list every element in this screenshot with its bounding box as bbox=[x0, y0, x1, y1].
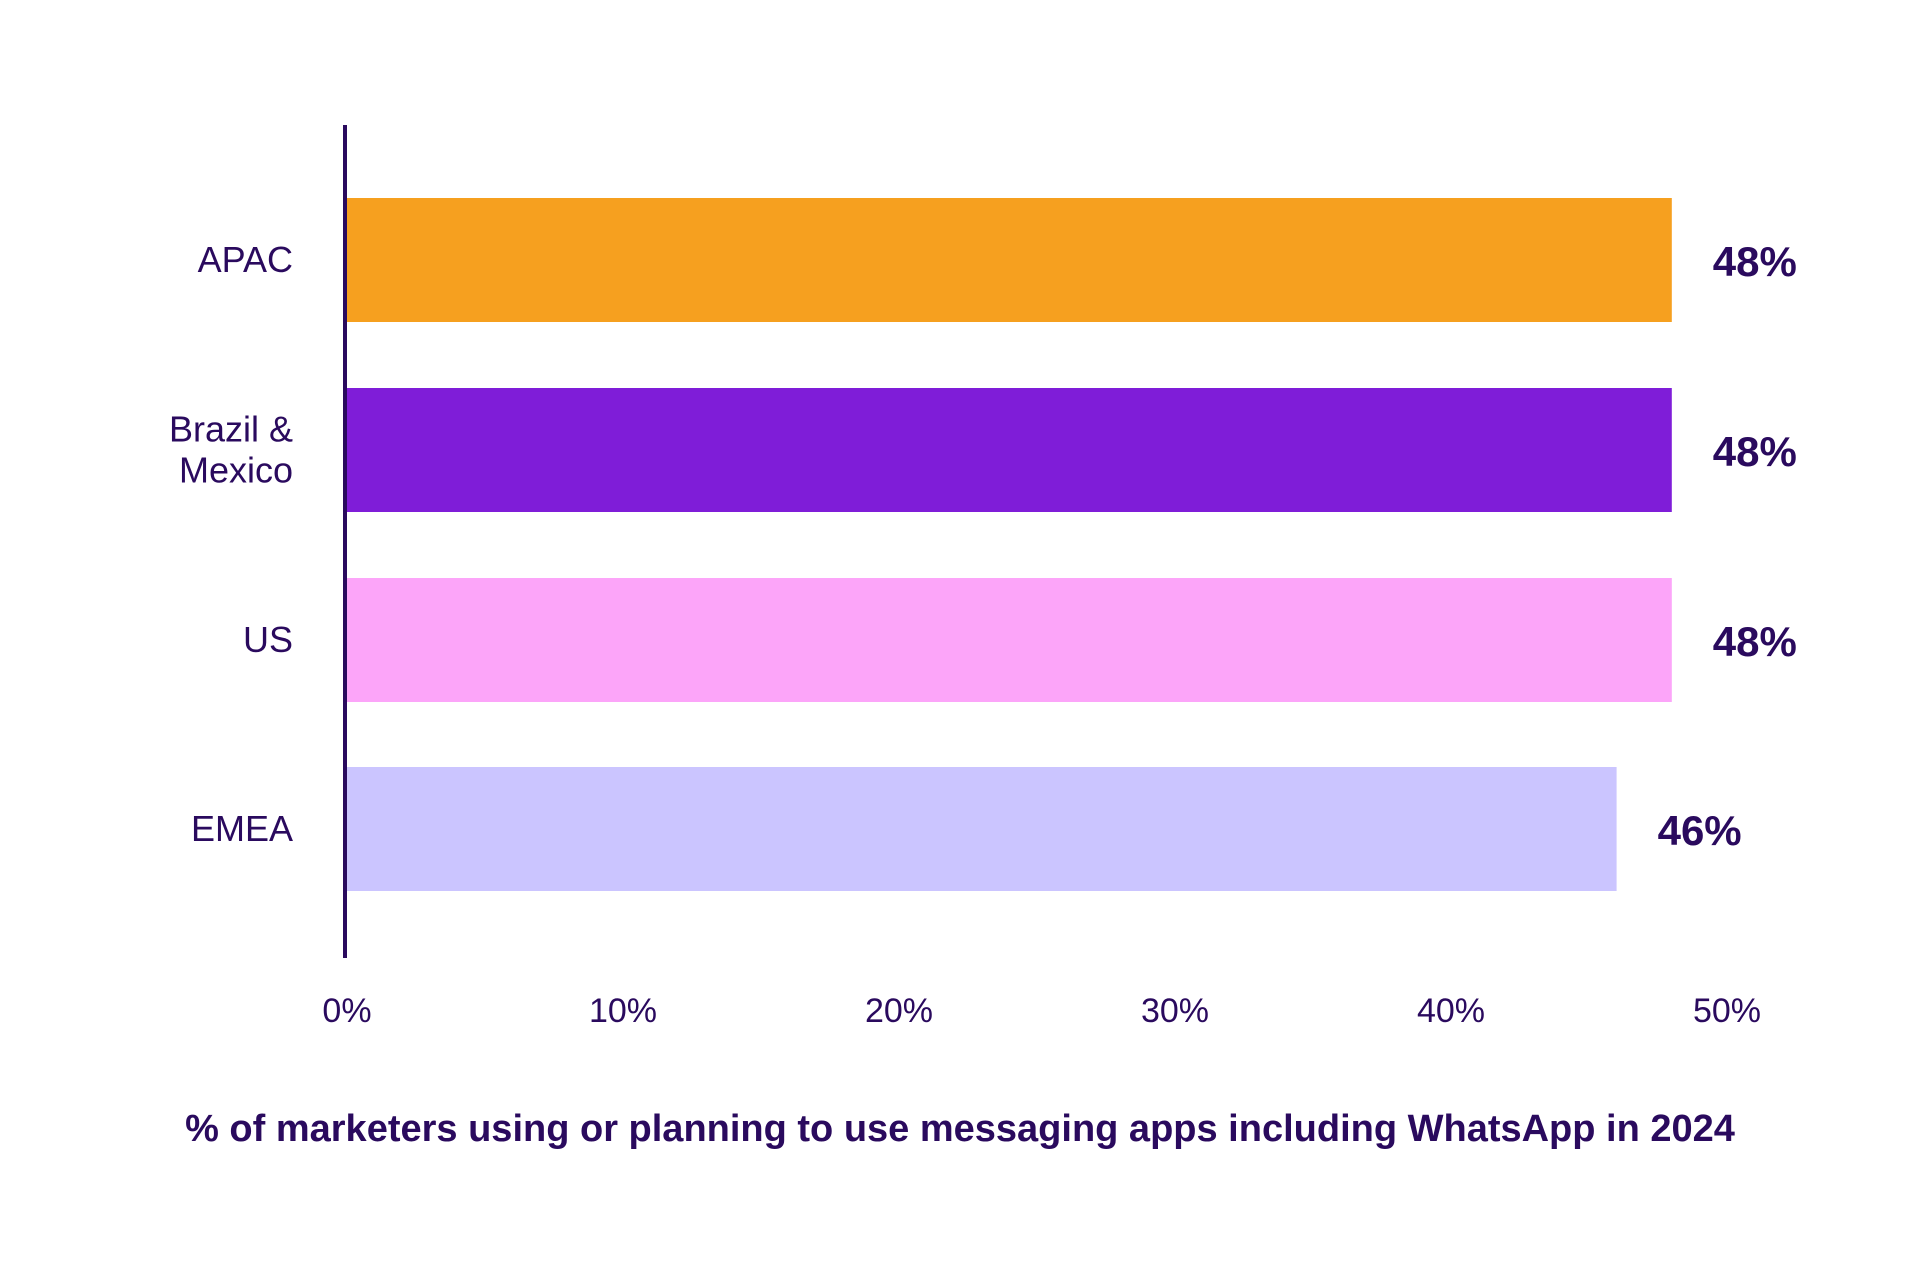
value-label: 48% bbox=[1713, 238, 1797, 285]
category-label: EMEA bbox=[191, 808, 293, 849]
chart-title: % of marketers using or planning to use … bbox=[185, 1108, 1735, 1150]
category-label: APAC bbox=[198, 239, 293, 280]
x-axis-ticks-layer: 0% 10% 20% 30% 40% 50% bbox=[322, 992, 1761, 1030]
x-tick-label: 30% bbox=[1141, 992, 1209, 1030]
x-tick-label: 0% bbox=[322, 992, 371, 1030]
category-label-line: Mexico bbox=[179, 450, 293, 491]
value-label: 48% bbox=[1713, 618, 1797, 665]
category-label-line: US bbox=[243, 619, 293, 660]
value-labels-layer: 48% 48% 48% 46% bbox=[1658, 238, 1797, 854]
category-label-line: APAC bbox=[198, 239, 293, 280]
category-label: Brazil & Mexico bbox=[169, 409, 293, 491]
value-label: 46% bbox=[1658, 807, 1742, 854]
x-tick-label: 20% bbox=[865, 992, 933, 1030]
x-tick-label: 50% bbox=[1693, 992, 1761, 1030]
category-label-line: Brazil & bbox=[169, 409, 293, 450]
category-labels-layer: APAC Brazil & Mexico US EMEA bbox=[169, 239, 293, 849]
bar bbox=[347, 767, 1617, 891]
bars-layer bbox=[347, 198, 1672, 891]
category-label-line: EMEA bbox=[191, 808, 293, 849]
x-tick-label: 40% bbox=[1417, 992, 1485, 1030]
bar bbox=[347, 388, 1672, 512]
bar bbox=[347, 198, 1672, 322]
x-tick-label: 10% bbox=[589, 992, 657, 1030]
value-label: 48% bbox=[1713, 428, 1797, 475]
bar bbox=[347, 578, 1672, 702]
category-label: US bbox=[243, 619, 293, 660]
